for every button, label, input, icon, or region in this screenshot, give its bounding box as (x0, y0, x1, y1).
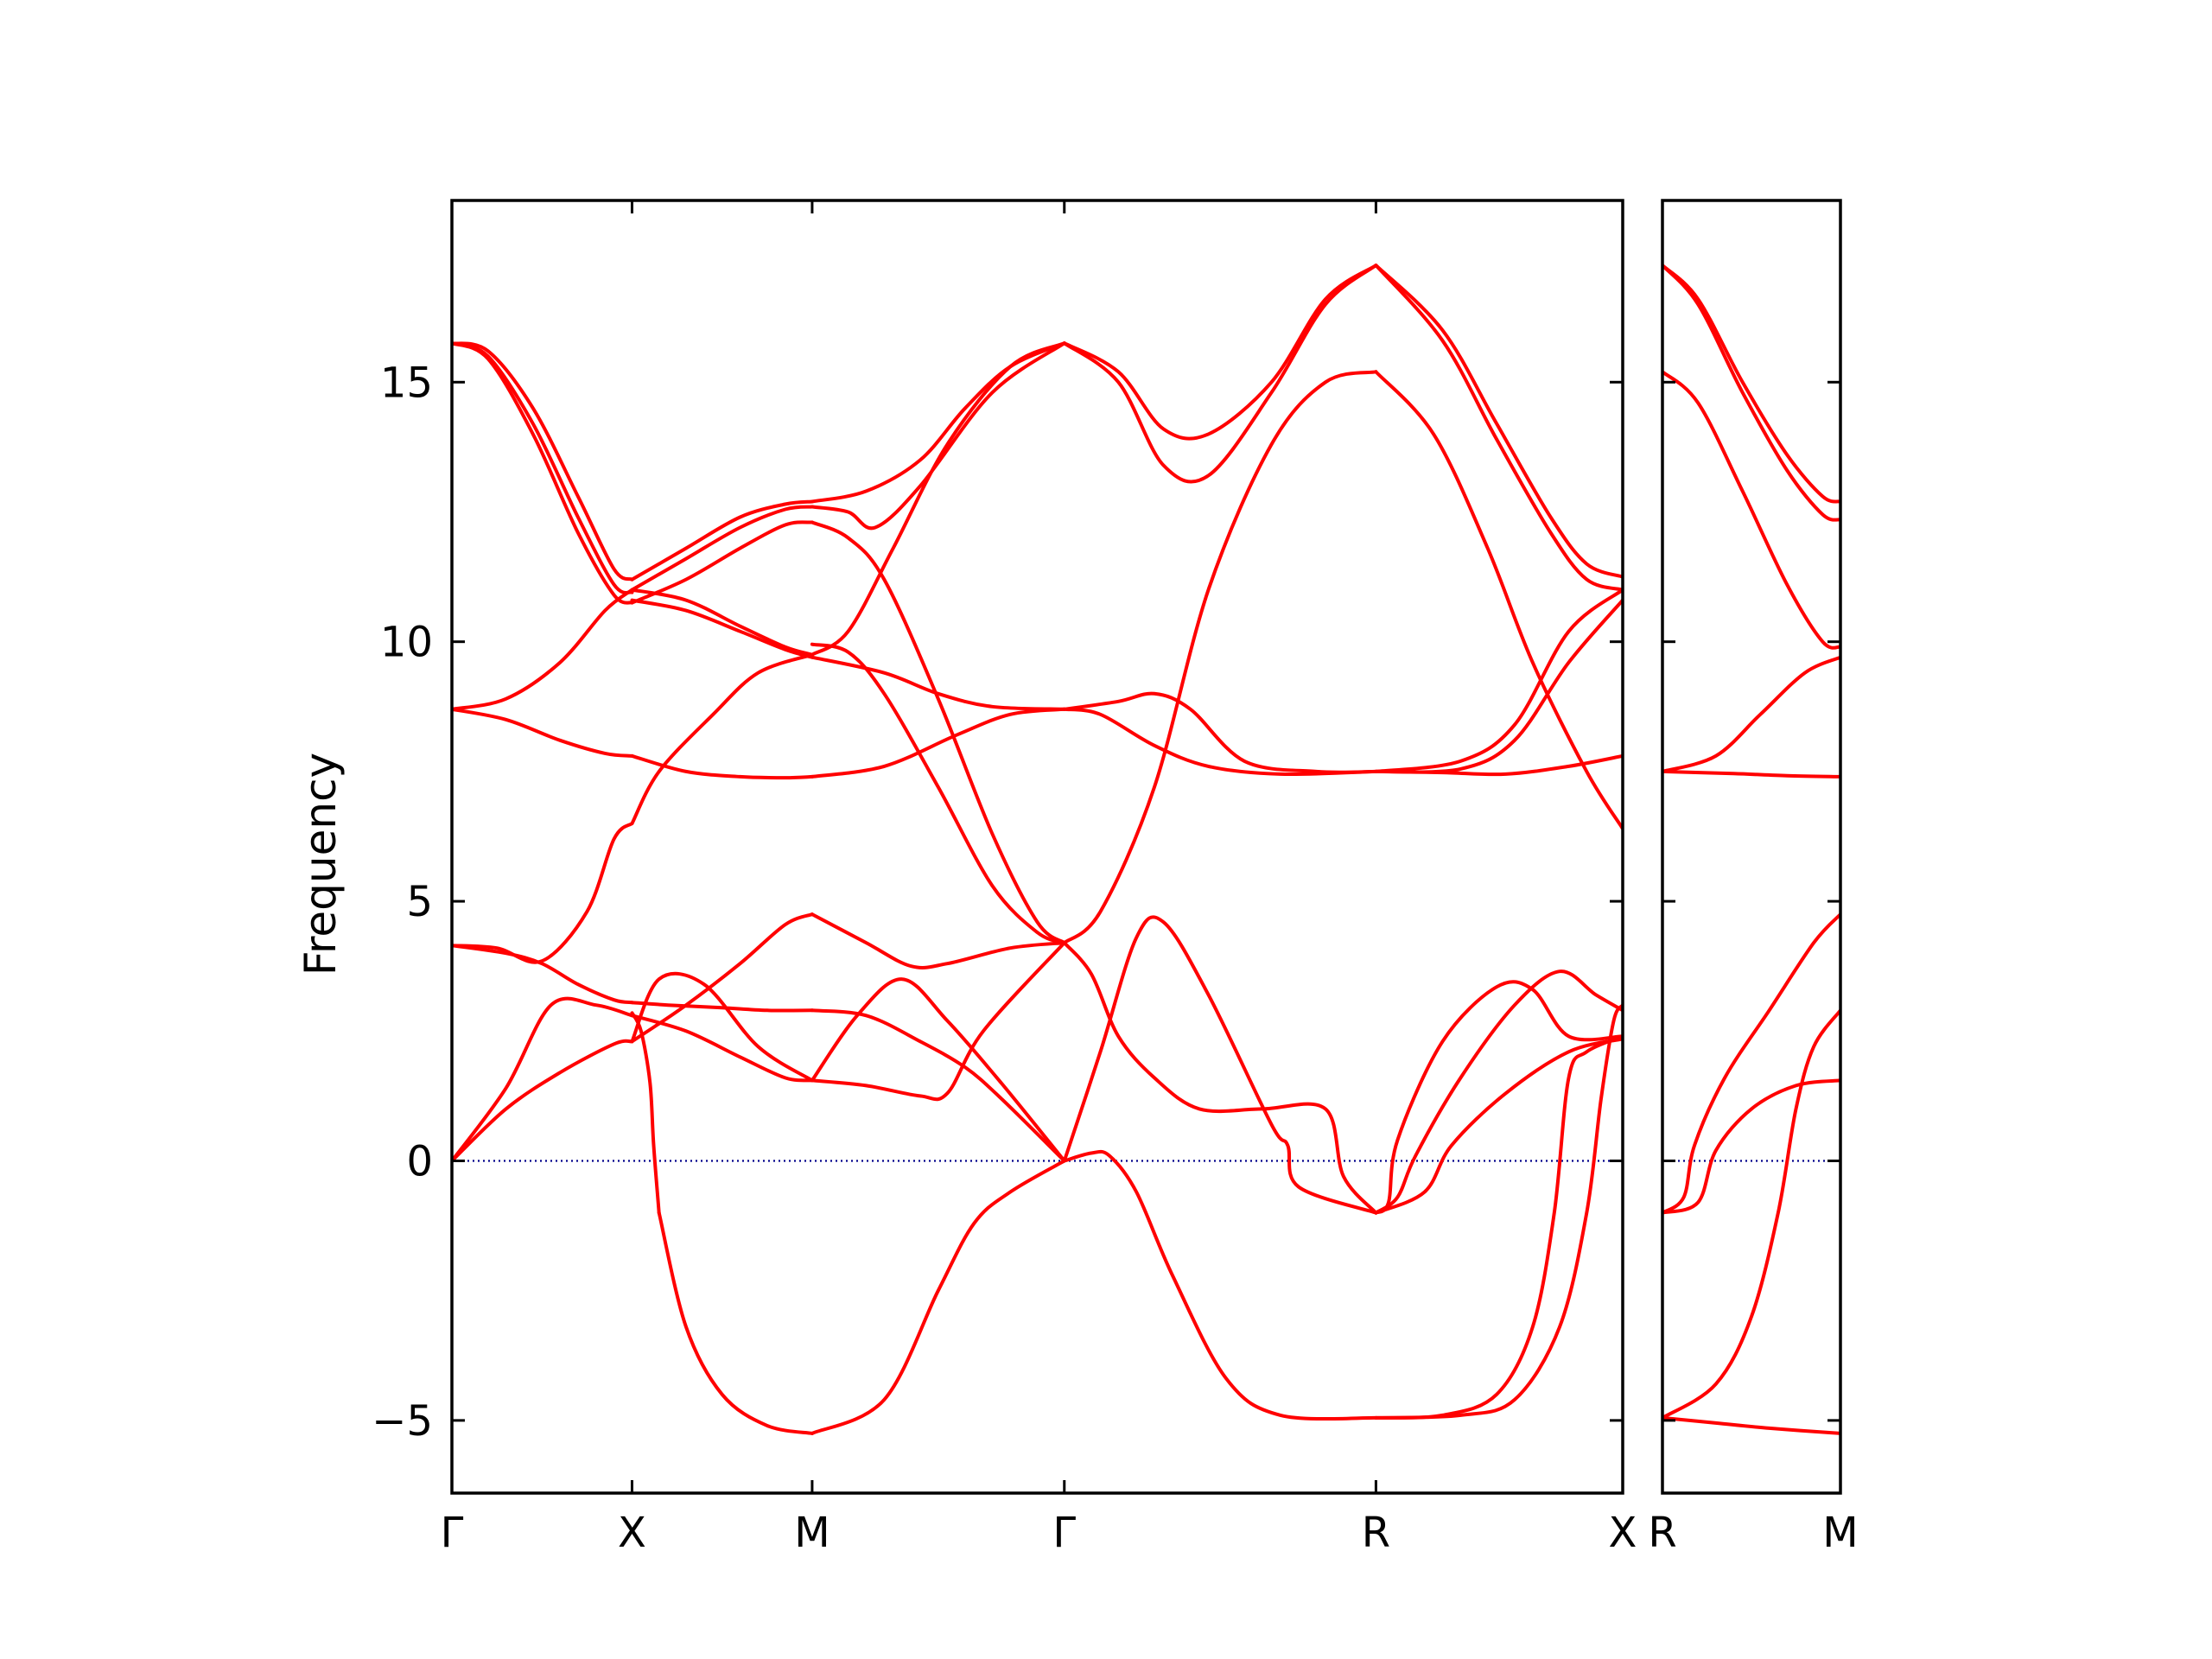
band-line-main-2 (452, 341, 634, 594)
x-tick-label: Γ (1052, 1509, 1076, 1557)
band-line-main-27 (810, 642, 1066, 945)
band-line-main-42 (1062, 941, 1378, 1215)
y-tick-label: 10 (380, 619, 433, 667)
band-line-main-20 (630, 1001, 814, 1013)
band-line-side-8 (1662, 1008, 1840, 1420)
band-line-main-21 (630, 912, 814, 1044)
band-line-main-48 (1374, 753, 1623, 777)
axes-frame (1661, 199, 1842, 1495)
band-line-side-2 (1662, 264, 1840, 522)
band-line-main-40 (1062, 915, 1378, 1215)
band-line-main-16 (630, 520, 814, 605)
band-line-side-7 (1662, 1078, 1840, 1215)
band-line-main-18 (630, 598, 814, 659)
band-line-main-52 (1374, 1034, 1623, 1420)
band-line-main-35 (1062, 264, 1378, 441)
band-line-main-44 (1374, 264, 1623, 592)
band-line-main-17 (630, 588, 814, 657)
band-line-main-19 (630, 971, 814, 1083)
y-tick-label: 5 (406, 878, 433, 926)
x-tick-label: Γ (441, 1509, 464, 1557)
band-line-main-26 (810, 341, 1066, 657)
band-curves (452, 264, 1623, 1435)
band-line-main-41 (1062, 1149, 1378, 1421)
band-line-main-39 (1062, 707, 1378, 777)
y-tick-label: 0 (406, 1137, 433, 1185)
band-line-main-32 (810, 1008, 1066, 1163)
band-line-side-3 (1662, 370, 1840, 650)
band-line-main-43 (1374, 264, 1623, 579)
band-line-main-6 (452, 822, 634, 964)
band-line-main-49 (1374, 980, 1623, 1215)
y-tick-label: 15 (380, 359, 433, 407)
band-line-main-4 (452, 588, 634, 711)
band-line-main-3 (452, 341, 634, 605)
band-line-main-13 (630, 753, 814, 780)
band-line-main-9 (452, 1039, 634, 1163)
band-line-side-1 (1662, 264, 1840, 504)
x-tick-label: R (1648, 1509, 1676, 1557)
band-line-main-14 (630, 499, 814, 582)
band-line-main-11 (657, 1211, 814, 1435)
x-tick-label: R (1362, 1509, 1390, 1557)
band-line-side-4 (1662, 655, 1840, 773)
band-line-main-15 (630, 505, 814, 592)
band-line-main-33 (810, 941, 1066, 1102)
band-line-main-24 (810, 341, 1066, 531)
band-line-main-8 (452, 996, 634, 1163)
y-tick-label: −5 (372, 1397, 433, 1446)
band-line-main-1 (452, 341, 634, 582)
band-line-main-37 (1062, 370, 1378, 945)
band-curves (1662, 264, 1840, 1435)
band-line-main-46 (1374, 588, 1623, 773)
band-line-main-7 (452, 944, 634, 1005)
x-tick-label: X (1609, 1509, 1637, 1557)
band-line-main-50 (1374, 969, 1623, 1215)
band-line-side-9 (1662, 1415, 1840, 1435)
band-line-main-53 (1374, 1003, 1623, 1420)
x-tick-label: M (1822, 1509, 1858, 1557)
band-line-main-51 (1374, 1037, 1623, 1215)
band-line-main-28 (810, 655, 1066, 711)
panel-main: −5 0 5 10 15 Γ X M Γ R X (372, 199, 1637, 1557)
band-line-main-38 (1062, 691, 1378, 774)
band-line-main-12 (630, 652, 814, 825)
band-line-main-45 (1374, 370, 1623, 830)
band-line-side-5 (1662, 769, 1840, 779)
band-line-main-5 (452, 707, 634, 758)
y-axis-label: Frequency (296, 753, 346, 976)
band-line-main-31 (810, 977, 1066, 1163)
band-line-main-25 (810, 520, 1066, 945)
band-line-main-30 (810, 912, 1066, 969)
x-tick-label: X (618, 1509, 646, 1557)
band-line-main-29 (810, 707, 1066, 779)
band-line-main-36 (1062, 264, 1378, 484)
band-line-side-6 (1662, 912, 1840, 1215)
x-tick-label: M (794, 1509, 830, 1557)
band-line-main-22 (630, 1014, 814, 1083)
band-line-main-34 (810, 1159, 1066, 1435)
axes-frame (450, 199, 1624, 1495)
